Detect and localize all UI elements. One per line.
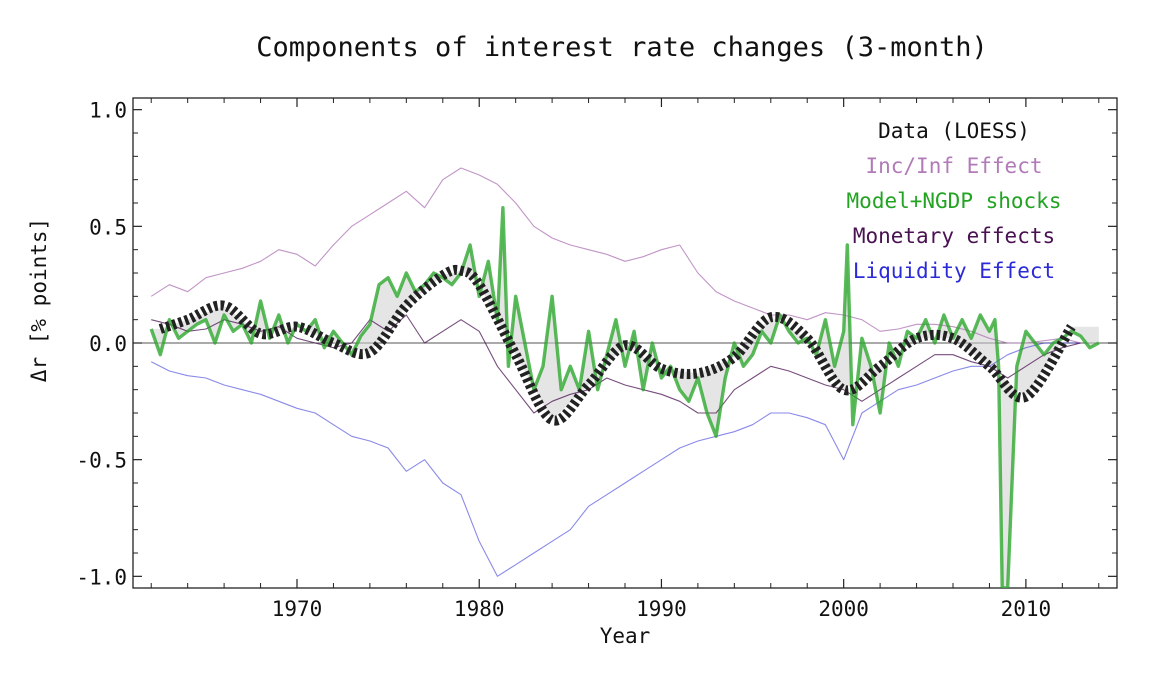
- legend-entry-data-loess: Data (LOESS): [878, 119, 1030, 143]
- x-tick-label: 1970: [272, 597, 323, 621]
- legend-entry-inc-inf-effect: Inc/Inf Effect: [865, 154, 1042, 178]
- x-tick-label: 1990: [636, 597, 687, 621]
- series-monetary-effects: [151, 314, 1081, 414]
- series-line-liquidity-effect: [150, 342, 1081, 577]
- legend-entry-liquidity-effect: Liquidity Effect: [853, 259, 1055, 283]
- x-tick-label: 2010: [1001, 597, 1052, 621]
- legend-entry-model-ngdp-shocks: Model+NGDP shocks: [847, 189, 1062, 213]
- fill-areas: [151, 207, 1099, 588]
- y-axis: 1.0 0.5 0.0 -0.5 -1.0: [76, 99, 127, 590]
- y-tick-label: 1.0: [89, 99, 127, 123]
- y-tick-label: -0.5: [76, 449, 127, 473]
- axis-ticks: [133, 98, 1117, 588]
- model-loess-gap-area: [151, 207, 1099, 588]
- plot-area: [132, 97, 1118, 589]
- y-tick-label: 0.5: [89, 215, 127, 239]
- legend-entry-monetary-effects: Monetary effects: [853, 224, 1055, 248]
- x-axis: 1970 1980 1990 2000 2010: [272, 597, 1051, 621]
- series-lines: [149, 167, 1100, 588]
- legend: Data (LOESS) Inc/Inf Effect Model+NGDP sho…: [847, 119, 1062, 283]
- series-line-monetary-effects: [151, 314, 1081, 414]
- chart-title: Components of interest rate changes (3-m…: [256, 32, 988, 63]
- series-liquidity-effect: [150, 342, 1081, 577]
- x-axis-label: Year: [600, 624, 651, 648]
- x-tick-label: 1980: [454, 597, 505, 621]
- y-tick-label: -1.0: [76, 565, 127, 589]
- y-tick-label: 0.0: [89, 332, 127, 356]
- x-tick-label: 2000: [818, 597, 869, 621]
- y-axis-label: Δr [% points]: [27, 218, 51, 382]
